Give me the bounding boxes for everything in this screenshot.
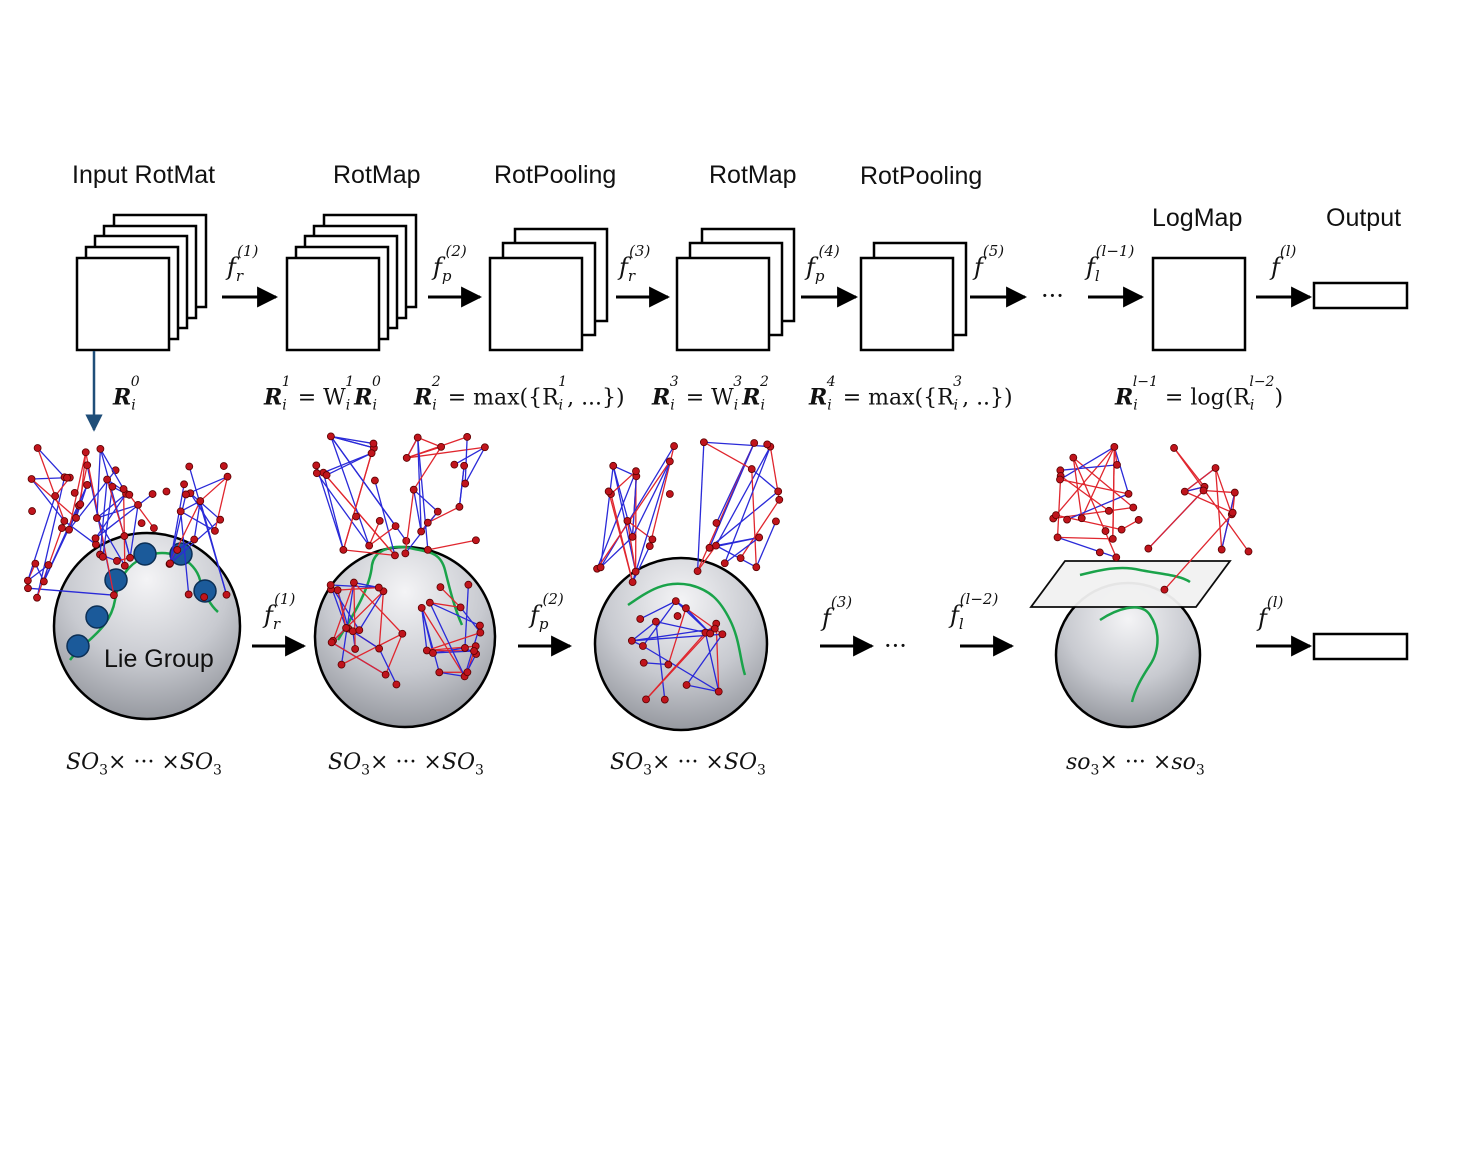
eq-r2: Ri2 = max({Ri1, ...}) xyxy=(414,374,625,414)
func-f2: fp(2) xyxy=(433,242,467,285)
eq-r3: Ri3 = Wi3Ri2 xyxy=(652,374,769,414)
func-fl: f(l) xyxy=(1271,242,1297,281)
sphere-rotpool xyxy=(593,556,769,732)
label-lie-group: Lie Group xyxy=(104,645,214,673)
label-rotmap-1: RotMap xyxy=(333,161,421,189)
label-output: Output xyxy=(1326,204,1402,232)
func-f5: f(5) xyxy=(974,242,1005,281)
func-g4: fl(l−2) xyxy=(950,590,999,633)
eq-r4: Ri4 = max({Ri3, ..}) xyxy=(809,374,1013,414)
group-label-4: so3× ··· ×so3 xyxy=(1066,750,1205,779)
skeleton-stage4-a xyxy=(1049,442,1143,562)
skeleton-graphs xyxy=(23,432,1253,704)
skeleton-stage2-b xyxy=(401,433,489,558)
func-g2: fp(2) xyxy=(530,590,564,633)
label-rotmap-2: RotMap xyxy=(709,161,797,189)
func-g3: f(3) xyxy=(822,593,853,632)
stack-rotmap2 xyxy=(675,227,796,352)
label-logmap: LogMap xyxy=(1152,204,1243,232)
output-vector-top xyxy=(1312,281,1409,310)
skeleton-stage3-a xyxy=(593,442,678,587)
skeleton-stage4-b xyxy=(1144,444,1253,594)
func-g5: f(l) xyxy=(1258,593,1284,632)
label-rotpooling-1: RotPooling xyxy=(494,161,617,189)
group-label-3: SO3× ··· ×SO3 xyxy=(610,750,766,779)
skeleton-stage2-d xyxy=(417,580,485,681)
func-g1: fr(1) xyxy=(264,590,296,633)
output-vector-bottom xyxy=(1312,632,1409,661)
logmap-box xyxy=(1151,256,1247,352)
skeleton-stage2-c xyxy=(326,578,407,689)
label-input-rotmat: Input RotMat xyxy=(72,161,216,189)
ellipsis-bottom: ··· xyxy=(884,632,907,660)
eq-r0: Ri0 xyxy=(113,374,140,414)
eq-rl: Ril−1 = log(Ril−2) xyxy=(1115,374,1284,414)
eq-r1: Ri1 = Wi1Ri0 xyxy=(264,374,381,414)
skeleton-stage1-b xyxy=(91,444,158,570)
stack-rotmap1 xyxy=(285,213,418,352)
skeleton-stage2-a xyxy=(312,432,411,560)
func-f4: fp(4) xyxy=(806,242,840,285)
func-flm1: fl(l−1) xyxy=(1086,242,1135,285)
group-label-1: SO3× ··· ×SO3 xyxy=(66,750,222,779)
stack-rotpool2 xyxy=(859,241,968,352)
label-rotpooling-2: RotPooling xyxy=(860,162,983,190)
stack-rotpool1 xyxy=(488,227,609,352)
group-label-2: SO3× ··· ×SO3 xyxy=(328,750,484,779)
skeleton-stage3-b xyxy=(693,438,784,576)
stack-input xyxy=(75,213,208,352)
ellipsis-top: ··· xyxy=(1041,282,1064,310)
func-f1: fr(1) xyxy=(227,242,259,285)
skeleton-stage3-c xyxy=(627,597,727,704)
sphere-lie-group xyxy=(52,531,242,721)
skeleton-stage1-c xyxy=(162,462,232,601)
func-f3: fr(3) xyxy=(619,242,651,285)
